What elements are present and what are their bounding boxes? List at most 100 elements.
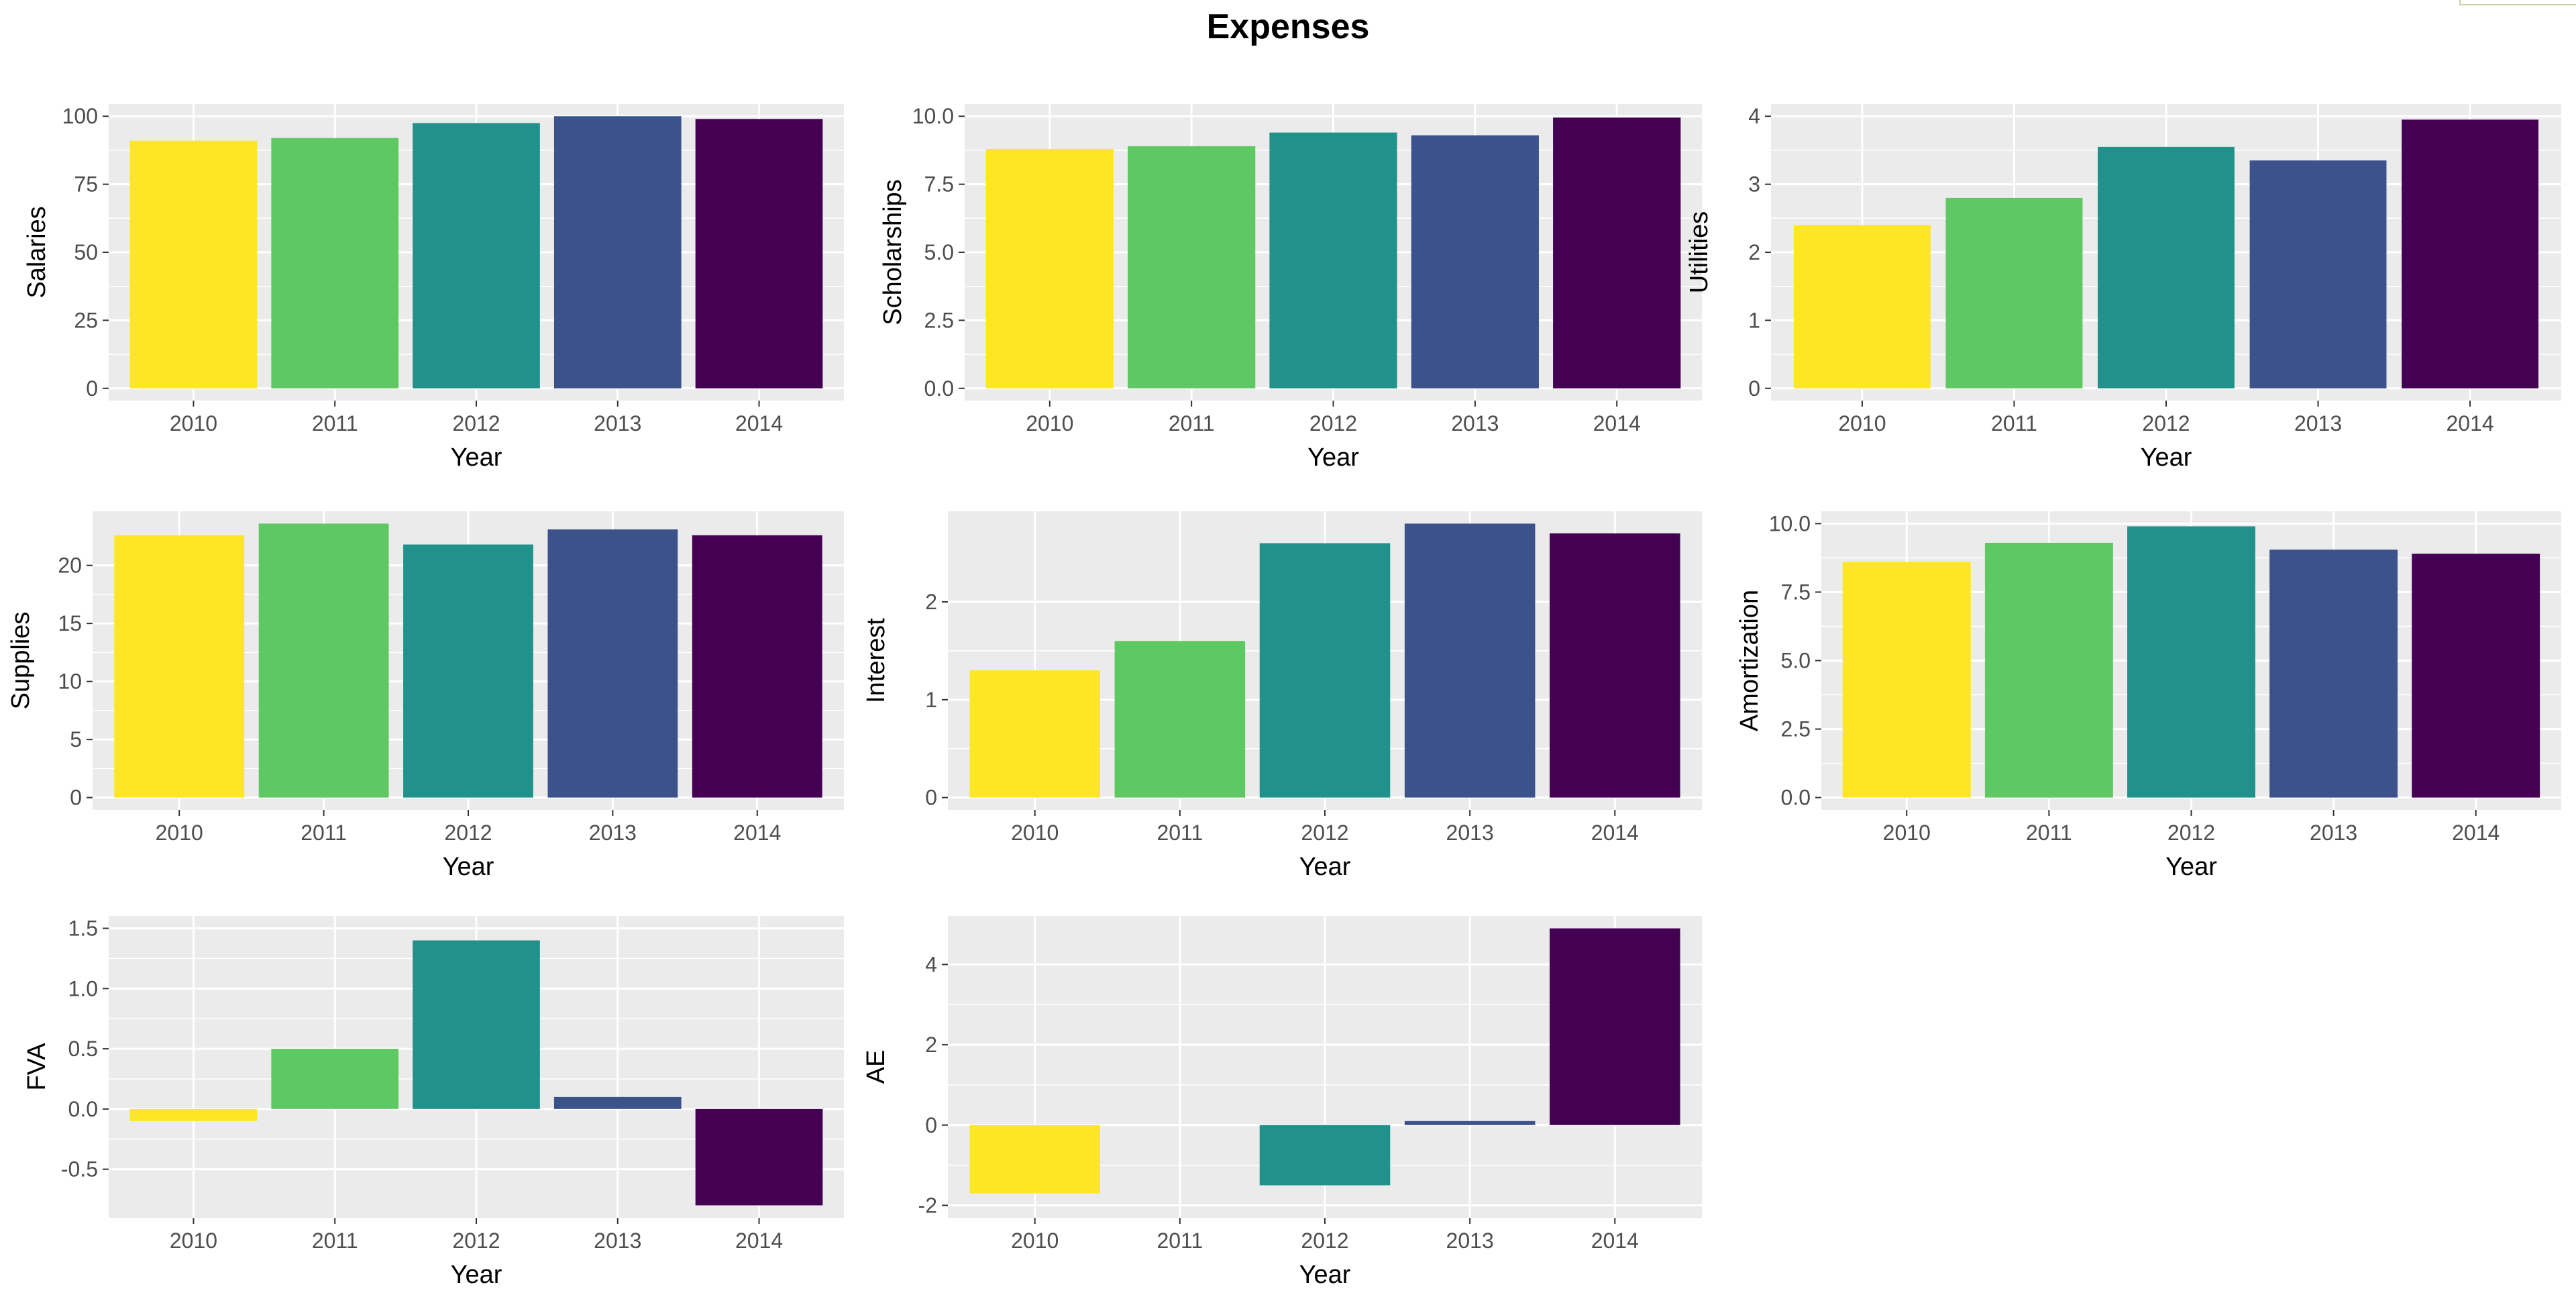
bar-2010 — [1842, 562, 1971, 798]
x-tick-label: 2011 — [312, 1229, 358, 1253]
panel-utilities: 0 1 2 3 4 2010 2011 2012 2013 2014 Year Utilities — [1685, 104, 2561, 472]
y-tick-label: 0 — [86, 376, 98, 401]
x-tick-label: 2010 — [156, 821, 203, 845]
x-tick-label: 2012 — [1309, 411, 1357, 435]
y-tick-label: 100 — [62, 104, 98, 128]
y-axis-title: Utilities — [1685, 211, 1713, 293]
y-tick-label: 10.0 — [1769, 511, 1811, 535]
x-axis-title: Year — [1299, 853, 1351, 881]
x-tick-label: 2013 — [2310, 821, 2357, 845]
bar-2014 — [2402, 119, 2539, 388]
x-tick-label: 2013 — [589, 821, 637, 845]
bar-2011 — [271, 1049, 399, 1109]
bar-2014 — [692, 535, 822, 798]
bar-2011 — [1984, 542, 2113, 798]
x-tick-label: 2012 — [2167, 821, 2215, 845]
bar-2014 — [1550, 533, 1680, 798]
bar-2010 — [969, 670, 1100, 798]
y-tick-label: 15 — [58, 611, 82, 635]
x-tick-label: 2013 — [1446, 821, 1494, 845]
bar-2012 — [2127, 526, 2255, 798]
x-tick-label: 2012 — [1301, 1229, 1348, 1253]
bar-2011 — [271, 138, 399, 388]
bar-2013 — [553, 1096, 682, 1109]
y-tick-label: 1 — [925, 688, 937, 712]
bar-2013 — [553, 116, 682, 388]
bar-2014 — [695, 119, 823, 388]
y-tick-label: 0.5 — [68, 1037, 98, 1061]
x-tick-label: 2010 — [1883, 821, 1931, 845]
y-tick-label: 5.0 — [924, 240, 954, 264]
x-axis-title: Year — [451, 1261, 502, 1289]
y-tick-label: 7.5 — [924, 172, 954, 197]
bar-2014 — [1550, 928, 1680, 1125]
y-tick-label: 20 — [58, 554, 82, 578]
panel-interest: 0 1 2 2010 2011 2012 2013 2014 Year Interest — [862, 511, 1702, 881]
bar-2010 — [1793, 225, 1931, 388]
y-axis-title: Amortization — [1735, 590, 1764, 731]
bar-2010 — [114, 535, 245, 798]
x-tick-label: 2014 — [1591, 821, 1639, 845]
bar-2012 — [413, 940, 540, 1109]
y-axis-title: AE — [862, 1050, 890, 1084]
y-tick-label: 10.0 — [912, 104, 954, 128]
x-tick-label: 2014 — [1591, 1229, 1639, 1253]
x-tick-label: 2010 — [1011, 821, 1059, 845]
x-axis-title: Year — [2165, 853, 2217, 881]
x-tick-label: 2010 — [170, 411, 217, 435]
x-tick-label: 2013 — [594, 411, 641, 435]
y-axis-title: Interest — [862, 618, 890, 703]
y-tick-label: 4 — [1748, 104, 1760, 128]
y-axis-title: Salaries — [23, 206, 51, 298]
panel-supplies: 0 5 10 15 20 2010 2011 2012 2013 2014 Year Supplies — [7, 511, 844, 881]
y-tick-label: 2 — [1748, 240, 1760, 264]
y-tick-label: 2 — [925, 1033, 937, 1057]
bar-2013 — [547, 529, 678, 798]
y-axis-title: FVA — [23, 1043, 51, 1091]
x-tick-label: 2014 — [733, 821, 781, 845]
y-tick-label: 4 — [925, 952, 937, 976]
x-tick-label: 2012 — [452, 411, 500, 435]
x-tick-label: 2011 — [1169, 411, 1215, 435]
y-tick-label: 2.5 — [924, 308, 954, 332]
y-tick-label: 0 — [70, 786, 82, 810]
bar-2013 — [1404, 1121, 1536, 1125]
x-tick-label: 2013 — [1451, 411, 1499, 435]
x-tick-label: 2011 — [1157, 1229, 1203, 1253]
bar-2010 — [985, 148, 1114, 388]
bar-2011 — [258, 523, 389, 798]
y-tick-label: 5 — [70, 727, 82, 751]
y-axis-title: Scholarships — [879, 179, 907, 325]
x-tick-label: 2014 — [735, 411, 783, 435]
bar-2010 — [129, 1108, 258, 1121]
x-tick-label: 2011 — [301, 821, 347, 845]
corner-box — [2459, 0, 2576, 5]
y-tick-label: 7.5 — [1781, 580, 1811, 604]
x-tick-label: 2012 — [1301, 821, 1348, 845]
y-tick-label: 0.0 — [924, 376, 954, 401]
y-tick-label: 0 — [925, 786, 937, 810]
y-tick-label: 75 — [74, 172, 98, 197]
y-tick-label: 10 — [58, 670, 82, 694]
y-tick-label: 2 — [925, 590, 937, 614]
bar-2013 — [2249, 160, 2387, 388]
y-tick-label: 0.0 — [68, 1097, 98, 1121]
x-tick-label: 2014 — [1593, 411, 1641, 435]
y-tick-label: 1.0 — [68, 976, 98, 1000]
x-tick-label: 2014 — [2446, 411, 2493, 435]
x-tick-label: 2012 — [2142, 411, 2190, 435]
y-tick-label: 2.5 — [1781, 717, 1811, 741]
x-tick-label: 2012 — [444, 821, 492, 845]
x-axis-title: Year — [443, 853, 494, 881]
y-tick-label: -2 — [918, 1193, 937, 1217]
y-tick-label: 0 — [925, 1113, 937, 1137]
bar-2013 — [2269, 550, 2398, 798]
y-tick-label: 3 — [1748, 172, 1760, 197]
y-tick-label: 25 — [74, 308, 98, 332]
panel-ae: -2 0 2 4 2010 2011 2012 2013 2014 Year AE — [862, 916, 1702, 1289]
y-axis-title: Supplies — [7, 612, 35, 710]
y-tick-label: -0.5 — [61, 1157, 98, 1182]
bar-2012 — [1269, 132, 1397, 388]
x-tick-label: 2011 — [312, 411, 358, 435]
